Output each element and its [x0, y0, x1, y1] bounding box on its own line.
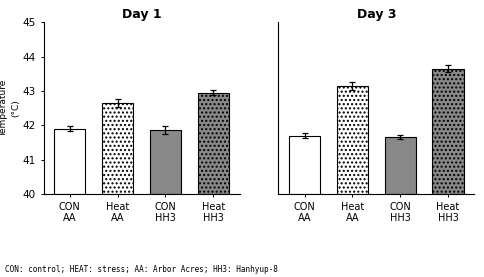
Title: Day 1: Day 1 [122, 8, 161, 21]
Bar [102, 103, 133, 194]
Bar [198, 93, 229, 194]
Bar [54, 129, 85, 194]
Bar [385, 137, 416, 194]
Text: CON: control; HEAT: stress; AA: Arbor Acres; HH3: Hanhyup-8: CON: control; HEAT: stress; AA: Arbor Ac… [5, 265, 278, 274]
Title: Day 3: Day 3 [357, 8, 396, 21]
Bar [289, 135, 320, 194]
Bar [337, 86, 368, 194]
Bar [150, 130, 181, 194]
Y-axis label: Rectal
Temperature
(°C): Rectal Temperature (°C) [0, 79, 20, 137]
Bar [433, 68, 464, 194]
